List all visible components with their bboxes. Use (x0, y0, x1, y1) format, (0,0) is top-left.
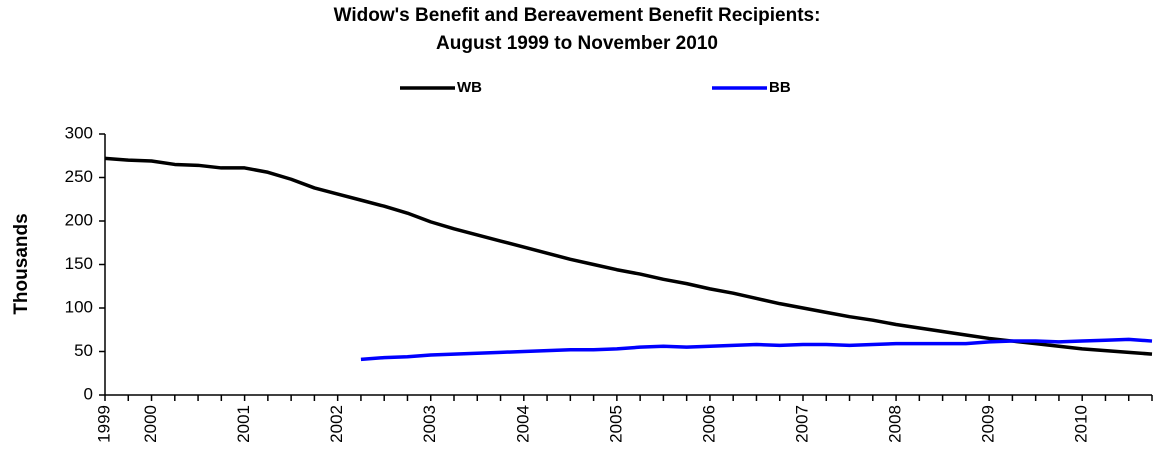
x-tick-label: 2001 (234, 405, 253, 443)
y-tick-label: 150 (65, 254, 93, 273)
y-tick-label: 50 (74, 341, 93, 360)
chart-title: Widow's Benefit and Bereavement Benefit … (334, 5, 821, 26)
y-tick-label: 300 (65, 123, 93, 142)
y-tick-label: 100 (65, 297, 93, 316)
x-tick-label: 2000 (141, 405, 160, 443)
x-tick-label: 2008 (886, 405, 905, 443)
y-tick-label: 0 (84, 384, 93, 403)
x-tick-label: 2009 (979, 405, 998, 443)
x-tick-label: 2003 (420, 405, 439, 443)
x-tick-label: 2010 (1072, 405, 1091, 443)
line-series (104, 156, 1153, 356)
y-axis-label: Thousands (11, 213, 32, 314)
x-tick-label: 2006 (699, 405, 718, 443)
x-tick-label: 2007 (792, 405, 811, 443)
x-tick-label: 2005 (606, 405, 625, 443)
legend-label: WB (457, 79, 482, 96)
y-tick-label: 250 (65, 167, 93, 186)
y-tick-label: 200 (65, 210, 93, 229)
x-tick-label: 2004 (513, 405, 532, 443)
line-series (360, 337, 1153, 362)
legend-label: BB (769, 79, 791, 96)
x-tick-label: 1999 (94, 405, 113, 443)
chart-title: August 1999 to November 2010 (436, 33, 718, 54)
x-tick-label: 2002 (327, 405, 346, 443)
